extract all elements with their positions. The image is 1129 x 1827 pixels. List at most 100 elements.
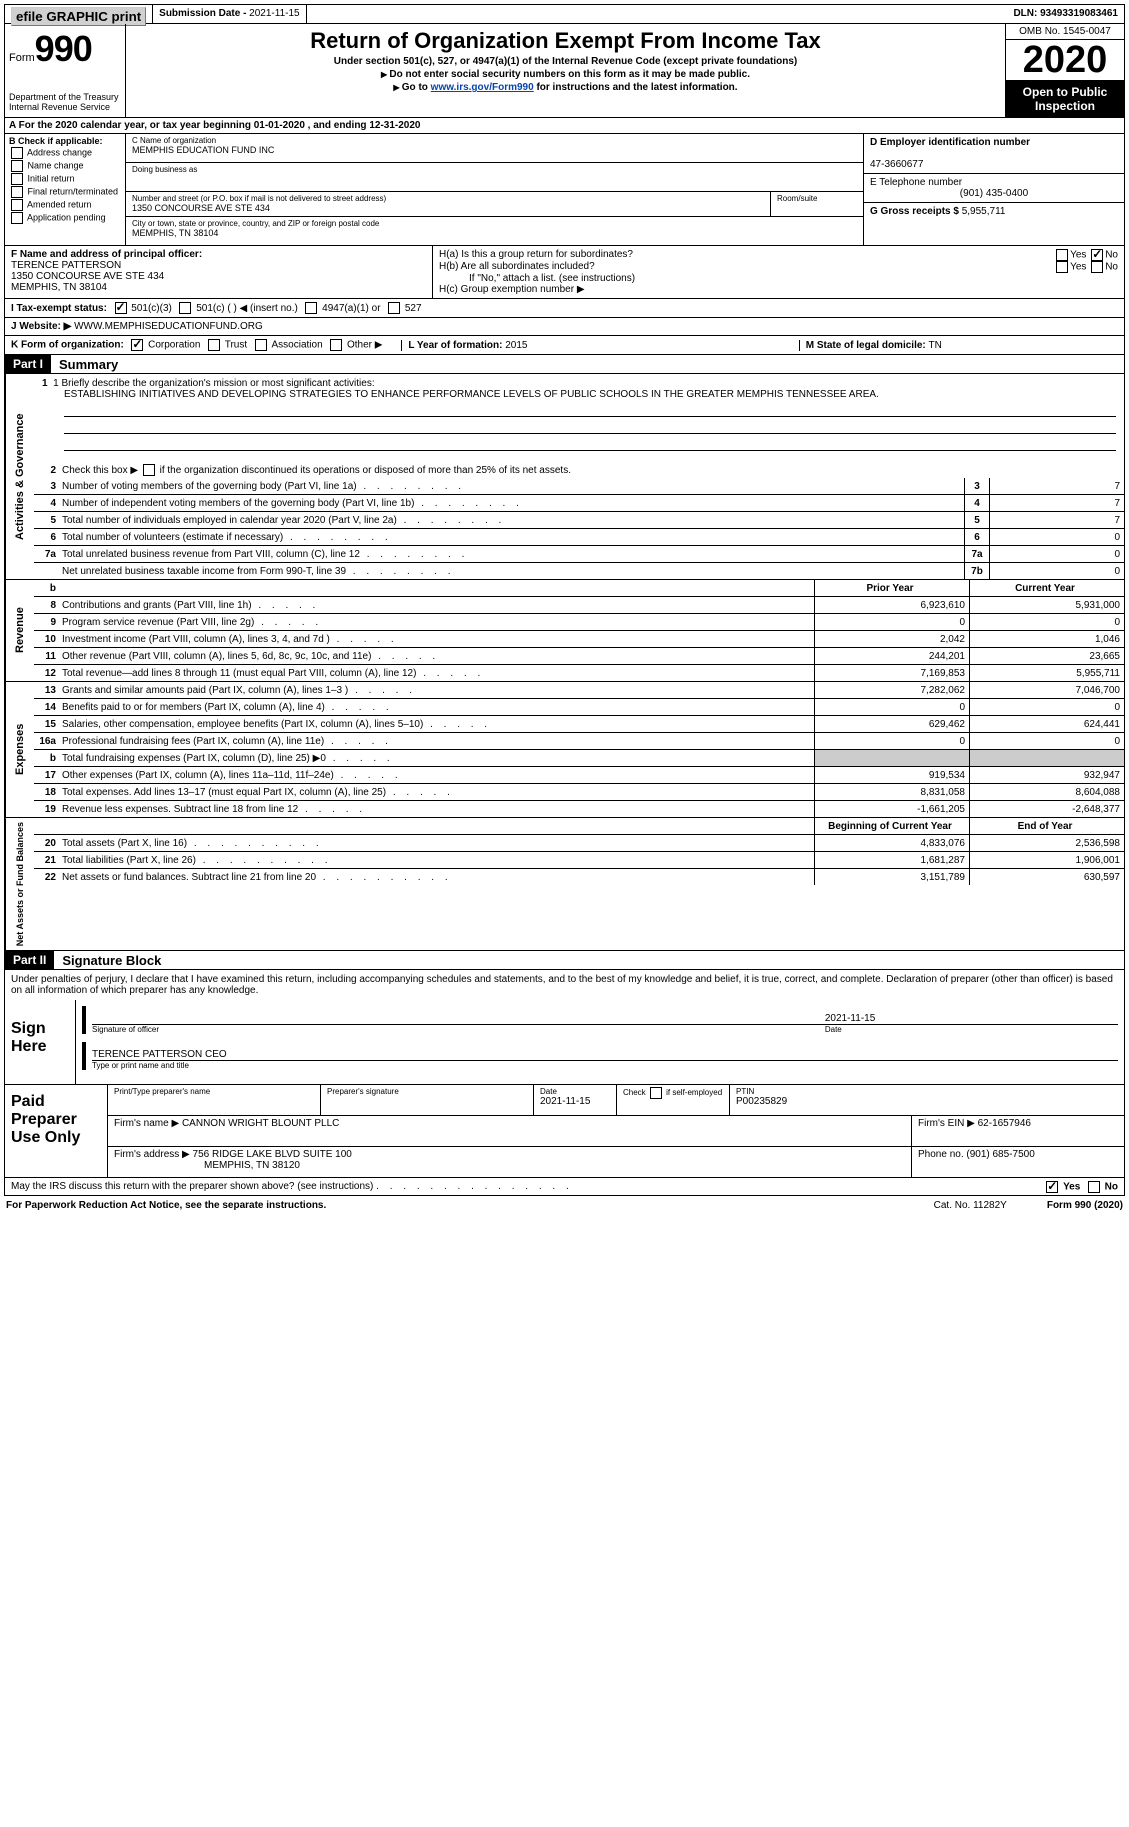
officer-signed-name: TERENCE PATTERSON CEO — [92, 1049, 1118, 1060]
check-address-change[interactable]: Address change — [9, 147, 121, 159]
firm-city: MEMPHIS, TN 38120 — [114, 1160, 300, 1171]
gov-line-6: 6 Total number of volunteers (estimate i… — [34, 529, 1124, 546]
instr-2-post: for instructions and the latest informat… — [534, 82, 738, 93]
org-name: MEMPHIS EDUCATION FUND INC — [132, 145, 857, 155]
korg-corp[interactable] — [131, 339, 143, 351]
instr-2-pre: Go to — [402, 82, 431, 93]
box-b-title: B Check if applicable: — [9, 136, 103, 146]
firm-ein: 62-1657946 — [978, 1118, 1031, 1129]
exp-line-16a: 16a Professional fundraising fees (Part … — [34, 733, 1124, 750]
firm-phone-label: Phone no. — [918, 1149, 966, 1160]
line2-check[interactable] — [143, 464, 155, 476]
rev-b: b — [34, 583, 62, 594]
exp-line-18: 18 Total expenses. Add lines 13–17 (must… — [34, 784, 1124, 801]
check-initial-return[interactable]: Initial return — [9, 173, 121, 185]
box-f: F Name and address of principal officer:… — [5, 246, 433, 298]
exp-line-17: 17 Other expenses (Part IX, column (A), … — [34, 767, 1124, 784]
check-amended[interactable]: Amended return — [9, 199, 121, 211]
ha-yes[interactable] — [1056, 249, 1068, 261]
prep-sig-label: Preparer's signature — [327, 1087, 527, 1096]
firm-addr: 756 RIDGE LAKE BLVD SUITE 100 — [193, 1149, 352, 1160]
part-ii-num: Part II — [5, 951, 54, 969]
sig-officer-label: Signature of officer — [92, 1025, 825, 1034]
check-final-return[interactable]: Final return/terminated — [9, 186, 121, 198]
sign-here-label: Sign Here — [5, 1000, 76, 1084]
exp-vlabel: Expenses — [5, 682, 34, 817]
net-line-21: 21 Total liabilities (Part X, line 26) .… — [34, 852, 1124, 869]
gov-vlabel: Activities & Governance — [5, 374, 34, 579]
check-name-change[interactable]: Name change — [9, 160, 121, 172]
prep-name-label: Print/Type preparer's name — [114, 1087, 314, 1096]
dln-value: 93493319083461 — [1040, 8, 1118, 19]
irs-link[interactable]: www.irs.gov/Form990 — [431, 82, 534, 93]
gov-line-7b: Net unrelated business taxable income fr… — [34, 563, 1124, 579]
footer-left: For Paperwork Reduction Act Notice, see … — [6, 1200, 326, 1211]
status-527[interactable] — [388, 302, 400, 314]
signature-section: Under penalties of perjury, I declare th… — [4, 970, 1125, 1085]
prep-date: 2021-11-15 — [540, 1096, 610, 1107]
status-501c[interactable] — [179, 302, 191, 314]
rev-line-9: 9 Program service revenue (Part VIII, li… — [34, 614, 1124, 631]
discuss-no[interactable] — [1088, 1181, 1100, 1193]
preparer-label: Paid Preparer Use Only — [5, 1085, 108, 1177]
status-4947[interactable] — [305, 302, 317, 314]
top-bar: efile GRAPHIC print Submission Date - 20… — [4, 4, 1125, 24]
governance-section: Activities & Governance 1 1 Briefly desc… — [4, 374, 1125, 580]
begin-year-header: Beginning of Current Year — [814, 818, 969, 834]
ha-no[interactable] — [1091, 249, 1103, 261]
website-value: WWW.MEMPHISEDUCATIONFUND.ORG — [74, 321, 263, 332]
form-name-cell: Form990 Department of the Treasury Inter… — [5, 24, 126, 117]
mission-text: ESTABLISHING INITIATIVES AND DEVELOPING … — [64, 389, 1116, 400]
page-footer: For Paperwork Reduction Act Notice, see … — [4, 1196, 1125, 1215]
prep-date-label: Date — [540, 1087, 610, 1096]
row-a: A For the 2020 calendar year, or tax yea… — [4, 118, 1125, 134]
sig-date-label: Date — [825, 1025, 1118, 1034]
phone-label: E Telephone number — [870, 177, 962, 188]
form-header: Form990 Department of the Treasury Inter… — [4, 24, 1125, 118]
dln-cell: DLN: 93493319083461 — [1007, 5, 1124, 23]
ptin-label: PTIN — [736, 1087, 1118, 1096]
korg-other[interactable] — [330, 339, 342, 351]
self-emp-check[interactable] — [650, 1087, 662, 1099]
preparer-section: Paid Preparer Use Only Print/Type prepar… — [4, 1085, 1125, 1178]
website-row: J Website: ▶ WWW.MEMPHISEDUCATIONFUND.OR… — [4, 318, 1125, 336]
korg-trust[interactable] — [208, 339, 220, 351]
domicile: TN — [929, 340, 942, 351]
hb-yes[interactable] — [1056, 261, 1068, 273]
net-assets-section: Net Assets or Fund Balances Beginning of… — [4, 818, 1125, 951]
part-ii-title: Signature Block — [54, 953, 169, 968]
submission-date: 2021-11-15 — [249, 8, 299, 19]
prior-year-header: Prior Year — [814, 580, 969, 596]
ein-value: 47-3660677 — [870, 159, 923, 170]
title-cell: Return of Organization Exempt From Incom… — [126, 24, 1005, 117]
ha-label: H(a) Is this a group return for subordin… — [439, 249, 1054, 261]
korg-assoc[interactable] — [255, 339, 267, 351]
submission-label: Submission Date - — [159, 8, 249, 19]
line2-text: Check this box ▶ if the organization dis… — [62, 465, 571, 476]
phone-value: (901) 435-0400 — [870, 188, 1118, 199]
addr-label: Number and street (or P.O. box if mail i… — [132, 194, 764, 203]
hb-no[interactable] — [1091, 261, 1103, 273]
hb-label: H(b) Are all subordinates included? — [439, 261, 1054, 273]
firm-ein-label: Firm's EIN ▶ — [918, 1118, 978, 1129]
hc-label: H(c) Group exemption number ▶ — [439, 284, 1118, 295]
part-i-num: Part I — [5, 355, 51, 373]
open-public-badge: Open to Public Inspection — [1006, 81, 1124, 117]
year-formation-label: L Year of formation: — [408, 340, 505, 351]
header-right-box: OMB No. 1545-0047 2020 Open to Public In… — [1005, 24, 1124, 117]
box-c: C Name of organization MEMPHIS EDUCATION… — [126, 134, 863, 245]
part-i-header: Part I Summary — [4, 355, 1125, 374]
identification-grid: B Check if applicable: Address change Na… — [4, 134, 1125, 246]
ptin-value: P00235829 — [736, 1096, 1118, 1107]
discuss-yes[interactable] — [1046, 1181, 1058, 1193]
ein-label: D Employer identification number — [870, 137, 1030, 148]
discuss-text: May the IRS discuss this return with the… — [11, 1181, 373, 1192]
year-formation: 2015 — [505, 340, 527, 351]
dba-label: Doing business as — [132, 165, 857, 174]
firm-name-label: Firm's name ▶ — [114, 1118, 182, 1129]
end-year-header: End of Year — [969, 818, 1124, 834]
check-application[interactable]: Application pending — [9, 212, 121, 224]
type-name-label: Type or print name and title — [92, 1061, 1118, 1070]
status-501c3[interactable] — [115, 302, 127, 314]
rev-line-8: 8 Contributions and grants (Part VIII, l… — [34, 597, 1124, 614]
